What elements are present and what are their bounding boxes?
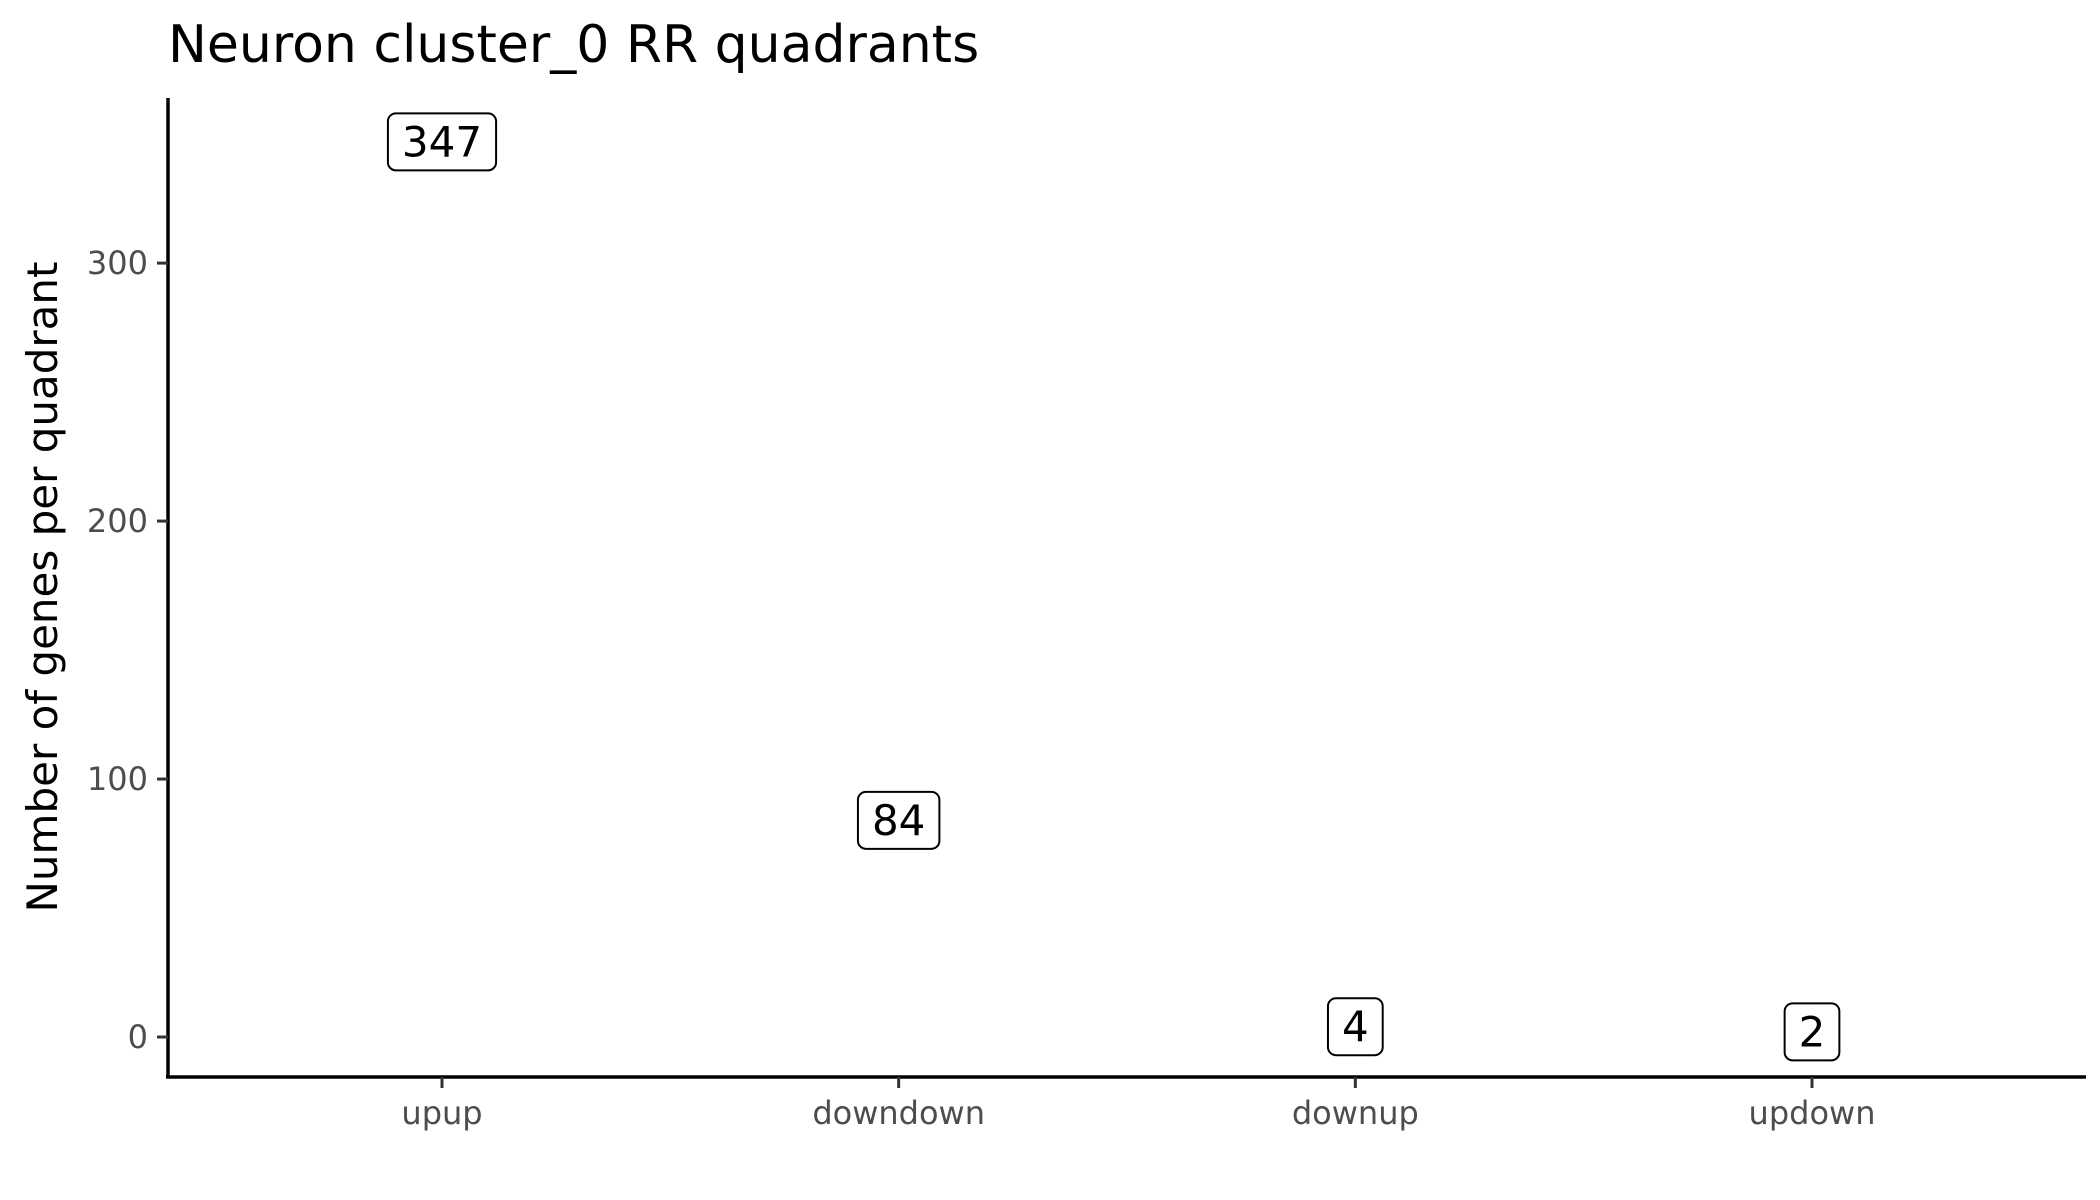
data-label-box: [1326, 997, 1384, 1057]
y-ticks: 0 100 200 300: [87, 244, 168, 1056]
data-label-updown: 2: [1783, 1002, 1841, 1062]
data-label-text: 347: [402, 117, 482, 166]
y-tick-label: 300: [87, 244, 148, 282]
data-label-text: 4: [1342, 1002, 1369, 1051]
data-label-downdown: 84: [856, 790, 941, 850]
y-tick-label: 200: [87, 502, 148, 540]
y-tick-label: 100: [87, 760, 148, 798]
y-tick-label: 0: [128, 1018, 148, 1056]
data-label-downup: 4: [1326, 997, 1384, 1057]
data-label-box: [1783, 1002, 1841, 1062]
data-label-box: [856, 790, 941, 850]
x-ticks: upup downdown downup updown: [401, 1077, 1875, 1132]
data-label-text: 2: [1799, 1007, 1826, 1056]
y-axis-label: Number of genes per quadrant: [18, 262, 67, 913]
data-label-box: [386, 112, 498, 172]
x-tick-label-downup: downup: [1292, 1094, 1419, 1132]
x-tick-label-downdown: downdown: [812, 1094, 985, 1132]
chart-title: Neuron cluster_0 RR quadrants: [168, 15, 979, 75]
x-tick-label-upup: upup: [401, 1094, 482, 1132]
x-tick-label-updown: updown: [1749, 1094, 1876, 1132]
data-label-text: 84: [872, 796, 925, 845]
data-labels: 347 84 4 2: [386, 112, 1841, 1062]
data-label-upup: 347: [386, 112, 498, 172]
